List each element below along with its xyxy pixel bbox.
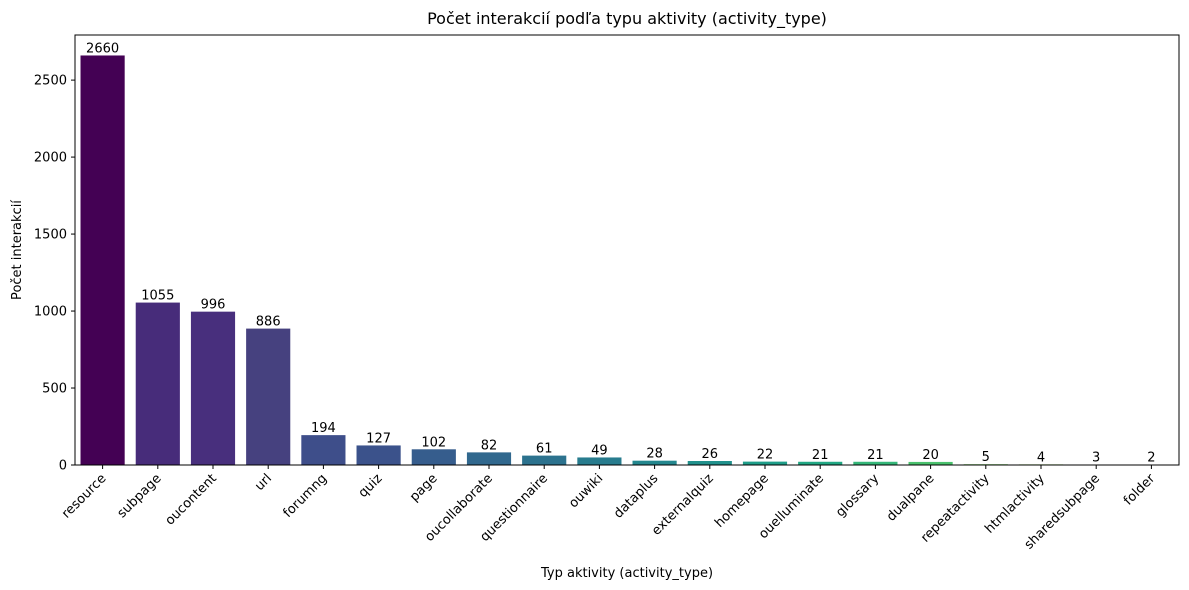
x-tick-label-glossary: glossary (833, 471, 882, 520)
x-tick-label-folder: folder (1121, 471, 1159, 509)
chart-title: Počet interakcií podľa typu aktivity (ac… (427, 9, 827, 29)
y-tick-label-2000: 2000 (34, 151, 67, 166)
y-tick-label-1500: 1500 (34, 228, 67, 243)
data-label-repeatactivity: 5 (982, 450, 990, 465)
y-tick-label-1000: 1000 (34, 305, 67, 320)
data-label-dataplus: 28 (646, 447, 663, 462)
y-tick-label-0: 0 (59, 459, 67, 474)
data-label-page: 102 (421, 435, 446, 450)
bar-subpage (135, 302, 180, 465)
data-label-resource: 2660 (86, 41, 119, 56)
bar-externalquiz (687, 460, 732, 465)
x-tick-label-ouwiki: ouwiki (566, 471, 606, 511)
x-tick-label-resource: resource (59, 471, 109, 521)
bar-ouelluminate (798, 461, 843, 465)
x-tick-label-subpage: subpage (115, 471, 165, 521)
data-label-dualpane: 20 (922, 448, 939, 463)
bar-oucollaborate (466, 452, 512, 465)
data-label-glossary: 21 (867, 448, 884, 463)
bars-group: 2660 1055 996 886 194 127 102 82 61 49 28 26 22 21 21 2… (80, 41, 1174, 466)
bar-url (246, 328, 291, 465)
data-label-questionnaire: 61 (536, 442, 553, 457)
data-label-quiz: 127 (366, 431, 391, 446)
bar-dataplus (632, 460, 677, 465)
x-tick-label-homepage: homepage (712, 471, 772, 531)
data-label-ouelluminate: 21 (812, 448, 829, 463)
bar-page (411, 449, 456, 465)
bar-glossary (853, 461, 898, 465)
data-label-sharedsubpage: 3 (1092, 451, 1100, 466)
data-label-htmlactivity: 4 (1037, 450, 1045, 465)
data-label-forumng: 194 (311, 421, 336, 436)
x-tick-label-dataplus: dataplus (611, 471, 661, 521)
x-tick-label-oucontent: oucontent (163, 471, 220, 528)
bar-ouwiki (577, 457, 622, 465)
x-axis-label: Typ aktivity (activity_type) (540, 566, 713, 581)
x-tick-label-dualpane: dualpane (884, 471, 937, 524)
bar-homepage (742, 461, 788, 465)
y-axis-label: Počet interakcií (10, 200, 25, 300)
y-tick-label-2500: 2500 (34, 74, 67, 89)
data-label-homepage: 22 (757, 448, 774, 463)
x-tick-label-url: url (252, 471, 275, 494)
data-label-folder: 2 (1147, 451, 1155, 466)
data-label-oucontent: 996 (201, 298, 226, 313)
x-tick-label-forumng: forumng (281, 471, 331, 521)
x-tick-label-quiz: quiz (356, 471, 386, 501)
data-label-externalquiz: 26 (702, 447, 719, 462)
y-tick-label-500: 500 (42, 382, 67, 397)
data-label-url: 886 (256, 315, 281, 330)
x-tick-label-page: page (407, 471, 441, 505)
bar-dualpane (908, 461, 953, 465)
bar-quiz (356, 445, 401, 465)
y-axis-ticks: 0 500 1000 1500 2000 2500 (34, 74, 75, 474)
data-label-subpage: 1055 (141, 289, 174, 304)
bar-oucontent (190, 311, 236, 465)
bar-resource (80, 55, 125, 465)
data-label-ouwiki: 49 (591, 443, 608, 458)
bar-forumng (301, 435, 346, 465)
bar-questionnaire (522, 455, 567, 465)
plot-frame (74, 34, 1180, 466)
data-label-oucollaborate: 82 (481, 438, 498, 453)
